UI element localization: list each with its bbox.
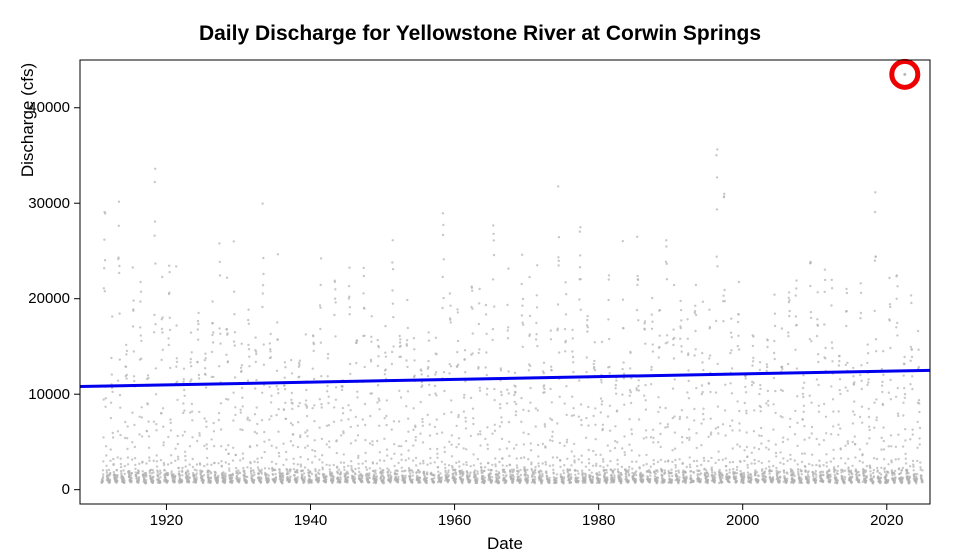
y-tick-label: 10000	[28, 386, 70, 403]
x-tick-label: 1980	[579, 512, 619, 529]
y-tick-label: 40000	[28, 99, 70, 116]
x-tick-label: 2000	[723, 512, 763, 529]
chart-svg	[0, 0, 960, 556]
x-tick-label: 1960	[435, 512, 475, 529]
y-tick-label: 30000	[28, 195, 70, 212]
chart-container: Daily Discharge for Yellowstone River at…	[0, 0, 960, 556]
x-tick-label: 1940	[291, 512, 331, 529]
x-tick-label: 1920	[146, 512, 186, 529]
y-tick-label: 20000	[28, 290, 70, 307]
x-tick-label: 2020	[867, 512, 907, 529]
y-tick-label: 0	[62, 481, 70, 498]
